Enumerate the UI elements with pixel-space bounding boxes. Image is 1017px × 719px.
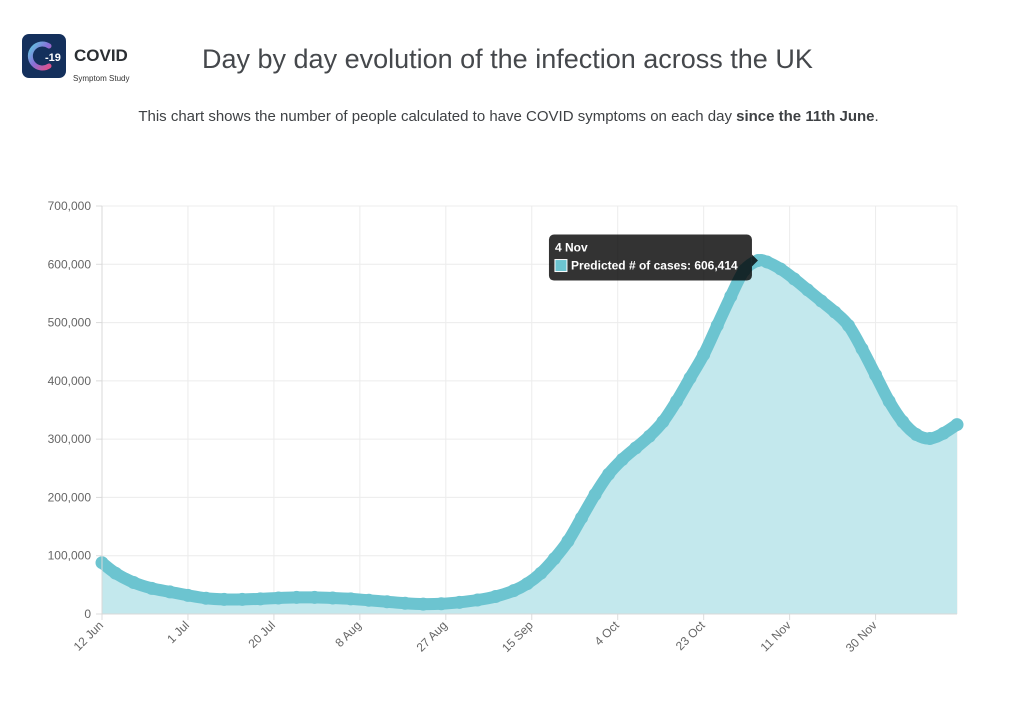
x-tick-label: 30 Nov [843, 618, 880, 655]
x-tick-label: 15 Sep [499, 618, 536, 655]
y-tick-label: 300,000 [48, 432, 92, 446]
data-point [697, 348, 711, 362]
y-tick-label: 0 [84, 607, 91, 621]
data-point [271, 591, 285, 605]
x-tick-label: 4 Oct [592, 618, 623, 649]
data-point [308, 590, 322, 604]
x-tick-label: 12 Jun [71, 618, 106, 653]
data-point [575, 511, 589, 525]
y-tick-label: 200,000 [48, 490, 92, 504]
page-subtitle: This chart shows the number of people ca… [0, 108, 1017, 125]
x-tick-label: 8 Aug [332, 618, 364, 650]
data-point [602, 467, 616, 481]
data-point [362, 593, 376, 607]
covid-logo-icon: -19 [27, 41, 61, 71]
tooltip-caret [751, 254, 758, 267]
data-point [452, 595, 466, 609]
area-fill [102, 259, 957, 614]
data-point [670, 394, 684, 408]
data-point [344, 592, 358, 606]
tooltip-swatch [554, 259, 568, 273]
data-point [710, 318, 724, 332]
data-point [380, 595, 394, 609]
x-tick-label: 11 Nov [758, 618, 794, 654]
data-point [416, 597, 430, 611]
app-logo: -19 [22, 34, 66, 78]
tooltip-title: 4 Nov [555, 241, 588, 255]
data-point [936, 426, 950, 440]
y-tick-label: 500,000 [48, 316, 92, 330]
chart-tooltip: 4 Nov Predicted # of cases: 606,414 [548, 234, 758, 281]
y-tick-label: 100,000 [48, 549, 92, 563]
data-point [841, 318, 855, 332]
y-tick-label: 600,000 [48, 257, 92, 271]
data-point [290, 590, 304, 604]
x-tick-label: 20 Jul [245, 618, 278, 651]
data-point [774, 262, 788, 276]
x-tick-label: 1 Jul [164, 618, 192, 646]
data-point [489, 590, 503, 604]
data-point [470, 593, 484, 607]
data-point [199, 591, 213, 605]
data-point [217, 592, 231, 606]
data-point [163, 585, 177, 599]
data-point [869, 368, 883, 382]
data-point [615, 453, 629, 467]
x-tick-label: 23 Oct [673, 618, 708, 653]
data-point [398, 596, 412, 610]
data-point [760, 255, 774, 269]
data-point [642, 429, 656, 443]
data-point [507, 584, 521, 598]
data-point [253, 592, 267, 606]
subtitle-suffix: . [874, 108, 879, 125]
data-point [787, 272, 801, 286]
x-tick-label: 27 Aug [414, 618, 450, 654]
data-point [109, 566, 123, 580]
data-point [520, 577, 534, 591]
data-point [547, 552, 561, 566]
page-title: Day by day evolution of the infection ac… [202, 44, 813, 74]
data-point [561, 534, 575, 548]
data-point [235, 592, 249, 606]
data-point [127, 576, 141, 590]
data-point [896, 415, 910, 429]
data-point [181, 588, 195, 602]
data-point [814, 294, 828, 308]
data-point [950, 418, 964, 432]
data-point [683, 371, 697, 385]
y-tick-label: 700,000 [48, 199, 92, 213]
data-point [828, 305, 842, 319]
data-point [588, 488, 602, 502]
data-point [656, 415, 670, 429]
tooltip-box [548, 234, 752, 281]
data-point [909, 427, 923, 441]
y-tick-label: 400,000 [48, 374, 92, 388]
data-point [724, 289, 738, 303]
data-point [923, 432, 937, 446]
logo-subtext: Symptom Study [73, 74, 130, 83]
subtitle-bold: since the 11th June [736, 108, 875, 125]
data-point [145, 581, 159, 595]
data-point [801, 283, 815, 297]
data-point [326, 591, 340, 605]
data-point [629, 441, 643, 455]
data-point [434, 597, 448, 611]
subtitle-prefix: This chart shows the number of people ca… [138, 108, 737, 125]
data-point [882, 394, 896, 408]
data-point [534, 566, 548, 580]
logo-text: COVID [74, 46, 128, 65]
logo-badge: -19 [45, 52, 61, 64]
data-point [855, 342, 869, 356]
tooltip-label: Predicted # of cases: 606,414 [571, 259, 738, 273]
